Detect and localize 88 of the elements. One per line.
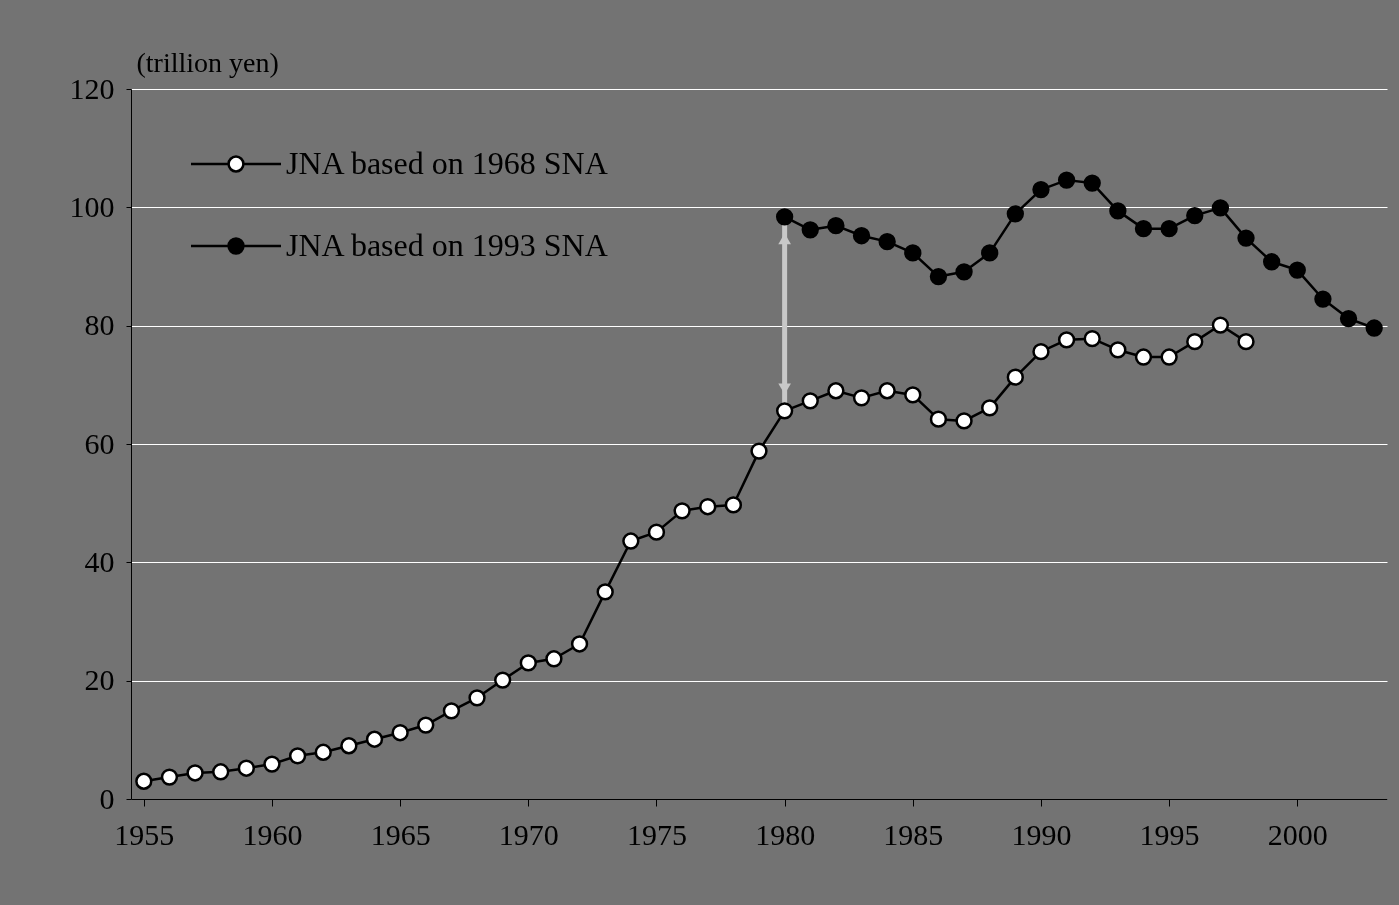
point bbox=[1160, 219, 1178, 238]
point bbox=[391, 724, 409, 742]
point bbox=[724, 496, 743, 514]
point bbox=[647, 523, 666, 541]
point bbox=[955, 412, 973, 430]
point bbox=[981, 399, 999, 417]
point bbox=[468, 689, 486, 707]
point bbox=[186, 764, 204, 782]
x-tick-label: 1955 bbox=[114, 817, 175, 851]
point bbox=[570, 635, 589, 653]
point bbox=[1160, 348, 1178, 366]
x-tick-label: 2000 bbox=[1267, 817, 1328, 851]
point bbox=[904, 244, 922, 262]
point bbox=[596, 583, 614, 601]
point bbox=[365, 730, 384, 748]
y-tick-label: 20 bbox=[84, 663, 115, 697]
point bbox=[1006, 368, 1024, 386]
point bbox=[1134, 219, 1153, 238]
legend-label: JNA based on 1993 SNA bbox=[286, 227, 608, 263]
legend-label: JNA based on 1968 SNA bbox=[286, 145, 608, 181]
x-tick-label: 1965 bbox=[370, 817, 431, 851]
point bbox=[852, 389, 871, 407]
point bbox=[135, 772, 153, 790]
point bbox=[904, 386, 922, 404]
point bbox=[929, 410, 948, 428]
point bbox=[622, 532, 640, 550]
point bbox=[1186, 206, 1204, 225]
point bbox=[1314, 290, 1332, 308]
point bbox=[827, 217, 845, 235]
point bbox=[1032, 343, 1050, 361]
y-tick-label: 120 bbox=[69, 71, 115, 105]
point bbox=[160, 768, 179, 786]
point bbox=[775, 402, 794, 420]
point bbox=[1057, 171, 1076, 189]
point bbox=[673, 502, 691, 520]
y-tick-label: 80 bbox=[84, 308, 115, 342]
y-tick-label: 40 bbox=[84, 544, 115, 578]
point bbox=[1237, 332, 1255, 351]
point bbox=[340, 737, 358, 755]
point bbox=[929, 267, 948, 286]
point bbox=[1211, 316, 1230, 334]
point bbox=[955, 263, 973, 281]
point bbox=[699, 498, 717, 516]
point bbox=[827, 382, 845, 400]
point bbox=[1211, 199, 1230, 217]
point bbox=[1032, 180, 1050, 199]
point bbox=[212, 763, 230, 781]
point bbox=[519, 654, 537, 672]
point bbox=[1109, 202, 1127, 220]
point bbox=[1365, 319, 1383, 337]
x-tick-label: 1970 bbox=[498, 817, 559, 851]
point bbox=[750, 442, 768, 460]
x-tick-label: 1975 bbox=[626, 817, 687, 851]
point bbox=[1339, 309, 1358, 328]
point bbox=[314, 743, 332, 761]
point bbox=[878, 382, 896, 400]
y-tick-label: 100 bbox=[69, 189, 115, 223]
x-tick-label: 1985 bbox=[883, 817, 944, 851]
point bbox=[442, 702, 461, 720]
point bbox=[1237, 229, 1255, 247]
point bbox=[237, 759, 256, 777]
y-axis-title: (trillion yen) bbox=[136, 46, 279, 78]
point bbox=[494, 671, 512, 689]
point bbox=[1134, 348, 1153, 366]
point bbox=[801, 392, 819, 410]
point bbox=[1006, 205, 1024, 223]
point bbox=[1262, 253, 1281, 271]
point bbox=[545, 650, 563, 668]
y-tick-label: 60 bbox=[84, 426, 115, 460]
point bbox=[1186, 332, 1204, 351]
point bbox=[981, 244, 999, 262]
point bbox=[1057, 331, 1076, 349]
x-tick-label: 1980 bbox=[755, 817, 816, 851]
point bbox=[1109, 341, 1127, 359]
point bbox=[852, 227, 871, 245]
point bbox=[878, 233, 896, 251]
y-tick-label: 0 bbox=[99, 781, 115, 815]
point bbox=[1288, 261, 1306, 279]
point bbox=[417, 716, 435, 734]
point bbox=[1083, 174, 1101, 192]
x-tick-label: 1995 bbox=[1139, 817, 1200, 851]
x-tick-label: 1960 bbox=[242, 817, 303, 851]
point bbox=[263, 755, 281, 773]
point bbox=[801, 221, 819, 239]
point bbox=[775, 208, 794, 226]
x-tick-label: 1990 bbox=[1011, 817, 1072, 851]
point bbox=[288, 747, 307, 765]
point bbox=[1083, 330, 1101, 348]
